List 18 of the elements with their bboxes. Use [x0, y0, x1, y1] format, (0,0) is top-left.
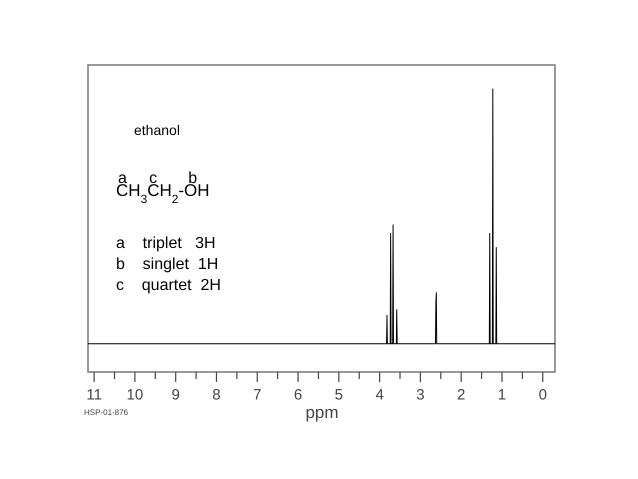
x-tick-label: 10 [126, 386, 144, 404]
annotation: a triplet 3H [116, 235, 216, 252]
x-tick-label: 9 [172, 386, 180, 404]
x-tick-label: 11 [86, 386, 102, 404]
x-axis-title: ppm [305, 403, 339, 422]
x-tick-label: 3 [416, 386, 425, 404]
x-tick-label: 4 [375, 386, 384, 404]
text: ethanol [134, 122, 180, 138]
x-tick-label: 5 [334, 386, 344, 404]
x-tick-label: 0 [538, 386, 547, 404]
x-tick-label: 8 [212, 386, 221, 404]
annotation: b singlet 1H [116, 256, 218, 273]
text: HSP-01-876 [84, 408, 129, 417]
x-tick-label: 1 [498, 386, 506, 404]
x-tick-label: 2 [457, 386, 466, 404]
annotation: c quartet 2H [116, 277, 221, 294]
x-tick-label: 6 [294, 386, 302, 404]
x-tick-label: 7 [253, 386, 262, 404]
